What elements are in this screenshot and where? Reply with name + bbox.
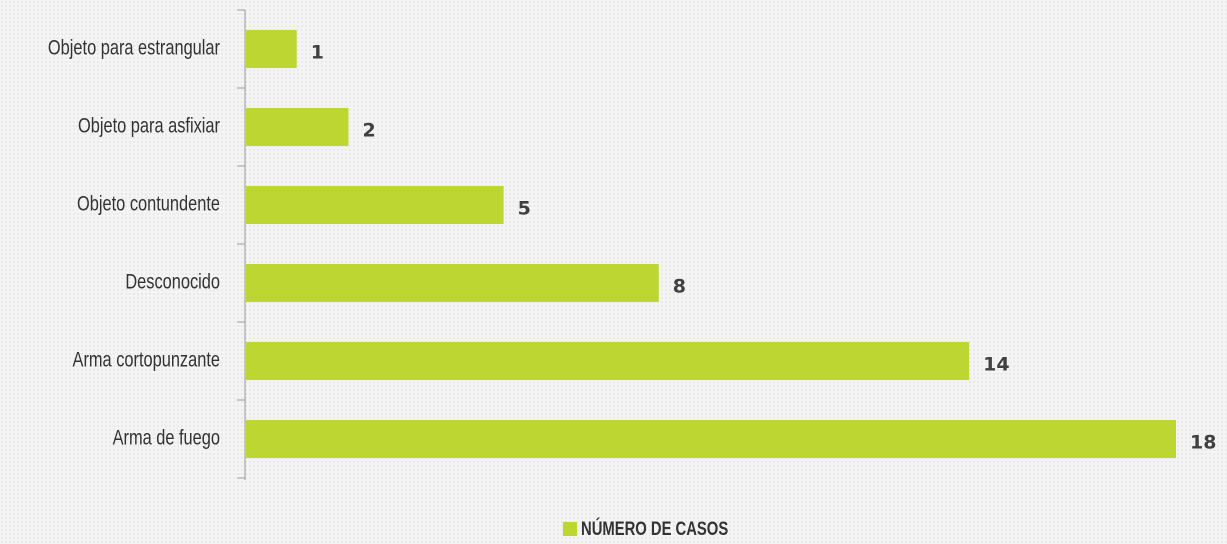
category-label: Objeto para estrangular — [48, 36, 220, 59]
bar — [246, 186, 504, 224]
legend-label: NÚMERO DE CASOS — [581, 518, 728, 539]
value-label: 2 — [362, 120, 375, 142]
bar — [246, 420, 1176, 458]
value-label: 14 — [983, 354, 1009, 376]
value-label: 1 — [311, 42, 324, 64]
category-label: Objeto contundente — [77, 192, 220, 215]
category-label: Arma cortopunzante — [73, 348, 220, 371]
value-label: 5 — [518, 198, 531, 220]
legend-swatch — [563, 522, 577, 536]
value-label: 18 — [1190, 432, 1216, 454]
value-label: 8 — [673, 276, 686, 298]
bar — [246, 30, 297, 68]
bar — [246, 264, 659, 302]
bar — [246, 342, 970, 380]
category-label: Objeto para asfixiar — [78, 114, 220, 137]
category-label: Desconocido — [125, 270, 220, 293]
category-label: Arma de fuego — [113, 426, 220, 449]
bar — [246, 108, 349, 146]
